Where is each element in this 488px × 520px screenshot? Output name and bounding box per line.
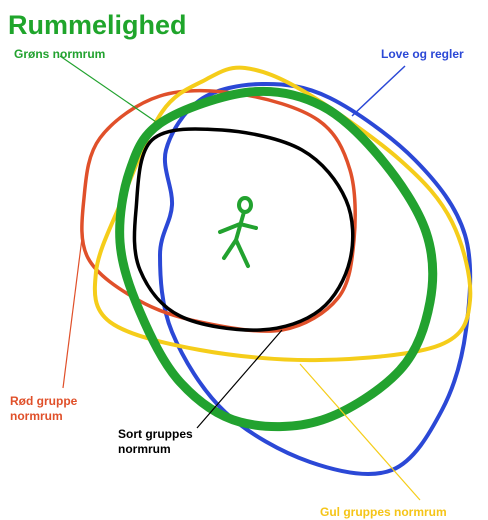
ring-blue [160,84,470,474]
label-blue: Love og regler [381,47,464,61]
label-red: Rød gruppe normrum [10,394,81,423]
label-black: Sort gruppes normrum [118,427,196,456]
label-green: Grøns normrum [14,47,105,61]
label-black-line: Sort gruppes [118,427,193,441]
label-yellow: Gul gruppes normrum [320,505,447,519]
figure-body [220,212,256,266]
label-black-line: normrum [118,442,171,456]
figure-head [239,198,251,212]
stick-figure [220,198,256,266]
page: Rummelighed Grøns normrum Love og regler… [0,0,488,520]
leader-blue [352,66,405,116]
leader-green [60,56,162,126]
leader-yellow [300,364,420,500]
label-red-line: normrum [10,409,63,423]
label-red-line: Rød gruppe [10,394,78,408]
title: Rummelighed [8,10,187,40]
rings [82,68,470,474]
leader-red [63,238,82,388]
leader-black [197,330,282,428]
diagram: Rummelighed Grøns normrum Love og regler… [0,0,488,520]
